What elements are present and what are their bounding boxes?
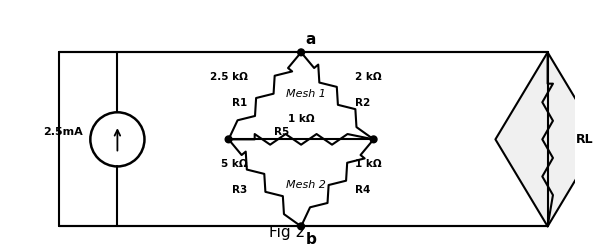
Circle shape: [225, 136, 232, 143]
Text: 2.5mA: 2.5mA: [43, 127, 82, 137]
Text: R1: R1: [232, 98, 247, 108]
Text: 2.5 kΩ: 2.5 kΩ: [209, 72, 247, 82]
Text: 1 kΩ: 1 kΩ: [355, 159, 381, 169]
Text: a: a: [305, 32, 316, 47]
Text: 5 kΩ: 5 kΩ: [221, 159, 247, 169]
Circle shape: [370, 136, 377, 143]
Text: 1 kΩ: 1 kΩ: [288, 114, 314, 124]
Text: R5: R5: [274, 128, 289, 137]
Text: RL: RL: [576, 133, 593, 146]
Text: R4: R4: [355, 185, 370, 195]
Text: Mesh 2: Mesh 2: [286, 180, 326, 190]
Text: Fig 2: Fig 2: [269, 225, 305, 240]
Circle shape: [298, 49, 304, 56]
Text: b: b: [305, 232, 316, 247]
Text: Mesh 1: Mesh 1: [286, 89, 326, 99]
Polygon shape: [495, 52, 593, 226]
Text: R2: R2: [355, 98, 370, 108]
Text: R3: R3: [232, 185, 247, 195]
Text: 2 kΩ: 2 kΩ: [355, 72, 381, 82]
Circle shape: [298, 223, 304, 230]
